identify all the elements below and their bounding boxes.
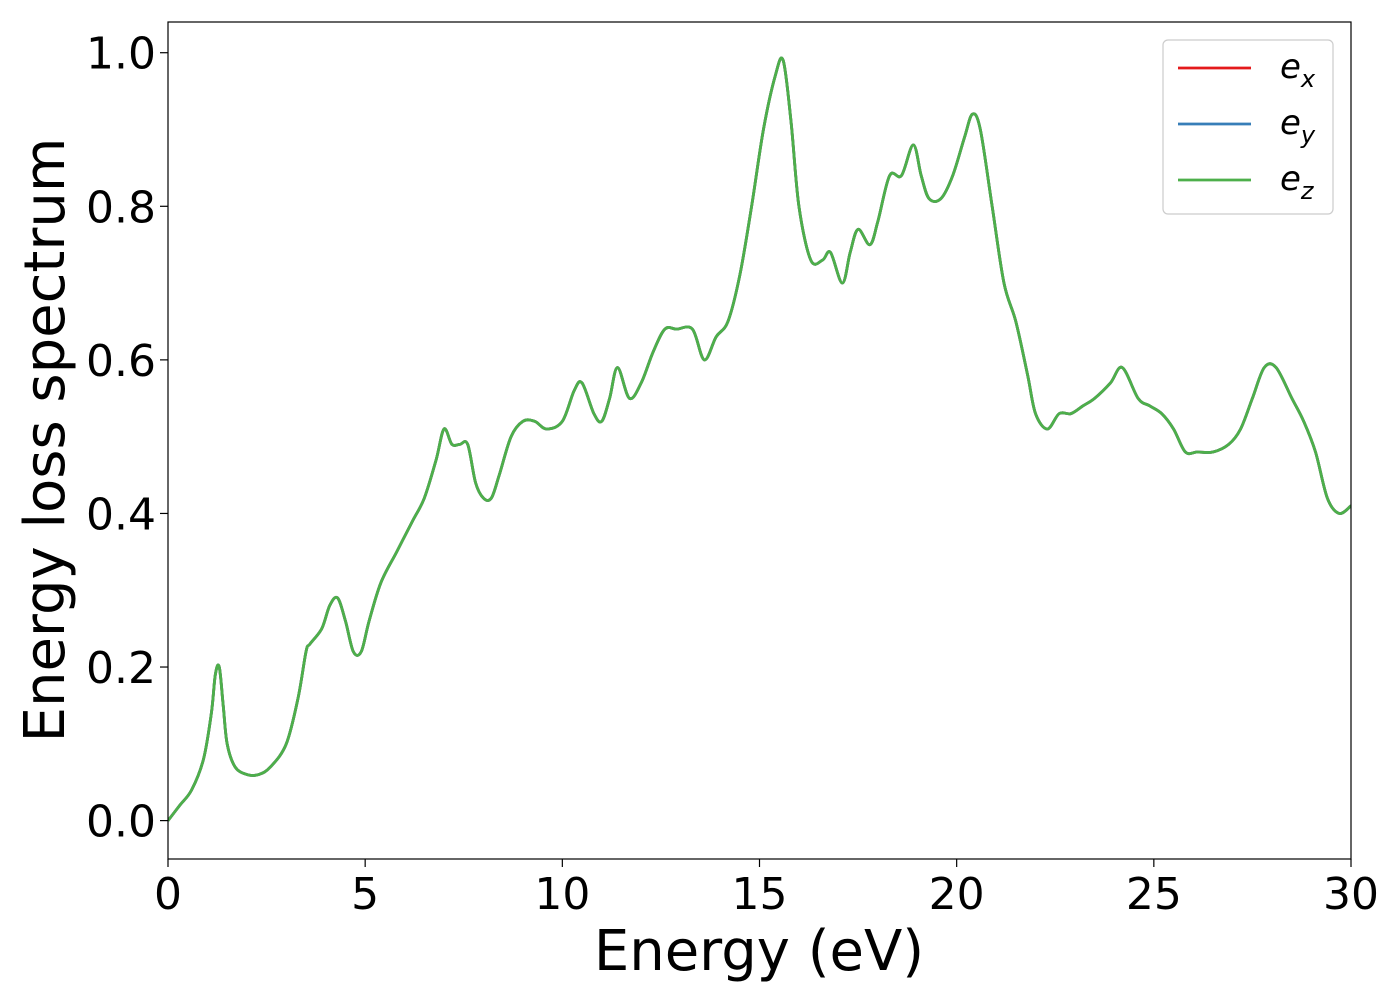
x-axis-label: Energy (eV) [594, 919, 924, 984]
x-tick-label: 30 [1323, 869, 1379, 920]
series-layer [168, 56, 1351, 822]
y-tick-label: 1.0 [86, 29, 156, 80]
legend-box [1162, 39, 1334, 215]
legend: ex ey ez [1162, 39, 1334, 215]
x-tick-label: 20 [929, 869, 985, 920]
x-tick-label: 10 [534, 869, 590, 920]
y-tick-label: 0.8 [86, 182, 156, 233]
y-tick-label: 0.2 [86, 643, 156, 694]
legend-label-x: ex [1280, 47, 1316, 93]
y-tick-label: 0.6 [86, 336, 156, 387]
legend-label-z: ez [1280, 159, 1315, 205]
x-axis: 0 5 10 15 20 25 30 [154, 859, 1379, 920]
x-tick-label: 5 [351, 869, 379, 920]
y-axis-label: Energy loss spectrum [13, 138, 78, 743]
x-tick-label: 0 [154, 869, 182, 920]
y-tick-label: 0.0 [86, 797, 156, 848]
legend-label-y: ey [1280, 103, 1316, 149]
x-tick-label: 25 [1126, 869, 1182, 920]
y-tick-label: 0.4 [86, 489, 156, 540]
x-tick-label: 15 [732, 869, 788, 920]
y-axis: 0.0 0.2 0.4 0.6 0.8 1.0 [86, 29, 168, 848]
series-line-z [168, 56, 1351, 822]
